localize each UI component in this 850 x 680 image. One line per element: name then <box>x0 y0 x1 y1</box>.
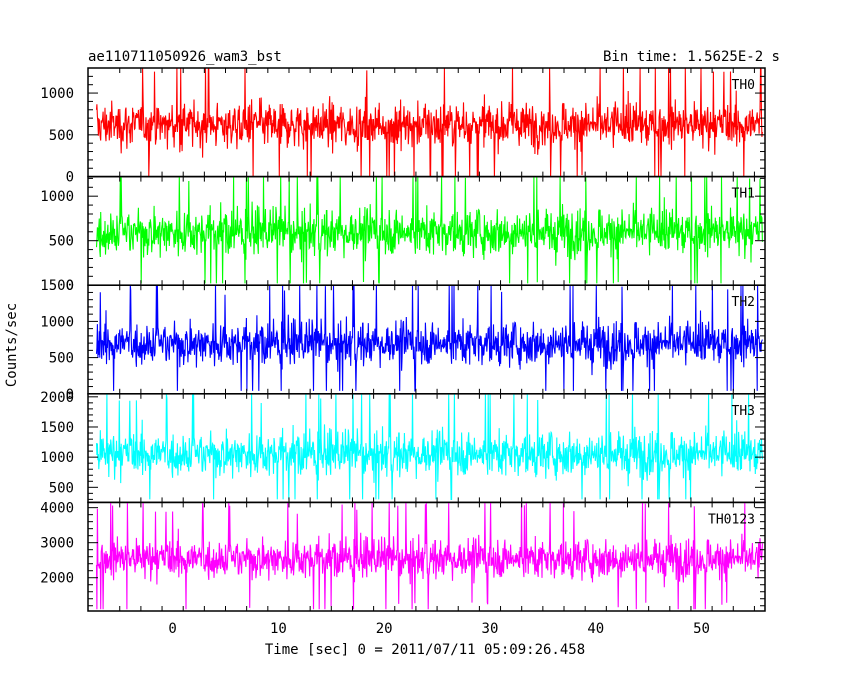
x-tick-label: 40 <box>587 621 604 637</box>
y-tick-label: 3000 <box>40 536 74 552</box>
y-tick-label: 1000 <box>40 450 74 466</box>
series-label: TH1 <box>732 187 755 202</box>
x-axis-label: Time [sec] 0 = 2011/07/11 05:09:26.458 <box>265 642 585 658</box>
bin-time-label: Bin time: 1.5625E-2 s <box>603 49 780 65</box>
x-tick-label: 20 <box>376 621 393 637</box>
x-tick-label: 10 <box>270 621 287 637</box>
y-tick-label: 4000 <box>40 501 74 517</box>
y-tick-label: 1000 <box>40 314 74 330</box>
x-tick-label: 50 <box>693 621 710 637</box>
series-label: TH3 <box>732 404 755 419</box>
y-tick-label: 500 <box>49 128 74 144</box>
y-tick-label: 500 <box>49 234 74 250</box>
x-tick-label: 0 <box>168 621 176 637</box>
series-th2-line <box>95 285 763 392</box>
series-th1-line <box>95 176 763 284</box>
x-tick-label: 30 <box>482 621 499 637</box>
chart-title: ae110711050926_wam3_bst <box>88 49 282 65</box>
y-tick-label: 1500 <box>40 278 74 294</box>
y-tick-label: 500 <box>49 351 74 367</box>
y-tick-label: 0 <box>66 170 74 186</box>
series-th0123-line <box>95 502 763 610</box>
y-tick-label: 1000 <box>40 86 74 102</box>
y-tick-label: 1500 <box>40 420 74 436</box>
panel-th2: 0 500 1000 1500 TH2 <box>40 278 766 403</box>
panel-th3: 500 1000 1500 2000 TH3 <box>40 390 766 504</box>
series-th0-line <box>95 68 763 177</box>
panel-th0: 0 500 1000 TH0 <box>40 67 766 186</box>
y-tick-label: 2000 <box>40 571 74 587</box>
y-tick-label: 500 <box>49 480 74 496</box>
y-tick-label: 0 <box>66 278 74 294</box>
panel-th1: 0 500 1000 TH1 <box>40 175 766 294</box>
series-th3-line <box>95 393 763 500</box>
series-label: TH0 <box>732 78 755 93</box>
series-label: TH2 <box>732 295 755 310</box>
y-tick-label: 2000 <box>40 390 74 406</box>
y-tick-label: 1000 <box>40 189 74 205</box>
series-label: TH0123 <box>708 512 755 527</box>
y-tick-label: 0 <box>66 387 74 403</box>
panel-th0123: 2000 3000 4000 TH0123 <box>40 501 766 612</box>
y-axis-label: Counts/sec <box>4 303 20 387</box>
